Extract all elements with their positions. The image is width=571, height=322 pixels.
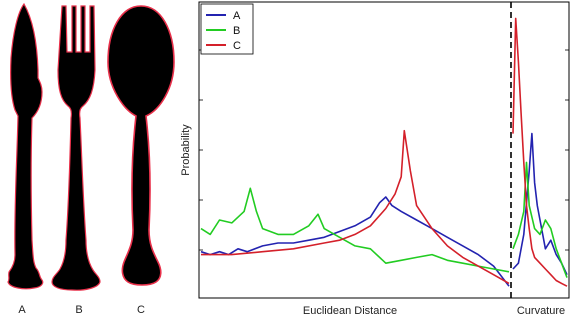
- utensil-label-c: C: [137, 304, 145, 316]
- y-ticks: [199, 49, 569, 251]
- y-axis-label: Probability: [180, 124, 192, 176]
- legend-label-c: C: [233, 40, 241, 52]
- series-c-euclidean: [201, 129, 510, 285]
- series-layer: [200, 17, 568, 287]
- series-a-curvature: [512, 132, 568, 276]
- legend-label-b: B: [233, 25, 240, 37]
- series-a-euclidean: [200, 196, 510, 287]
- x-axis-label-curvature: Curvature: [517, 305, 565, 317]
- utensil-label-b: B: [75, 304, 82, 316]
- utensil-label-a: A: [18, 304, 26, 316]
- legend: A B C: [200, 3, 254, 55]
- series-b-curvature: [512, 161, 568, 278]
- knife-icon: [7, 2, 44, 290]
- series-c-curvature: [512, 17, 568, 287]
- legend-label-a: A: [233, 10, 241, 22]
- spoon-icon: [107, 5, 175, 286]
- x-axis-label: Euclidean Distance: [303, 305, 397, 317]
- series-b-euclidean: [200, 187, 510, 273]
- plot-frame: [198, 1, 570, 299]
- fork-icon: [51, 5, 101, 291]
